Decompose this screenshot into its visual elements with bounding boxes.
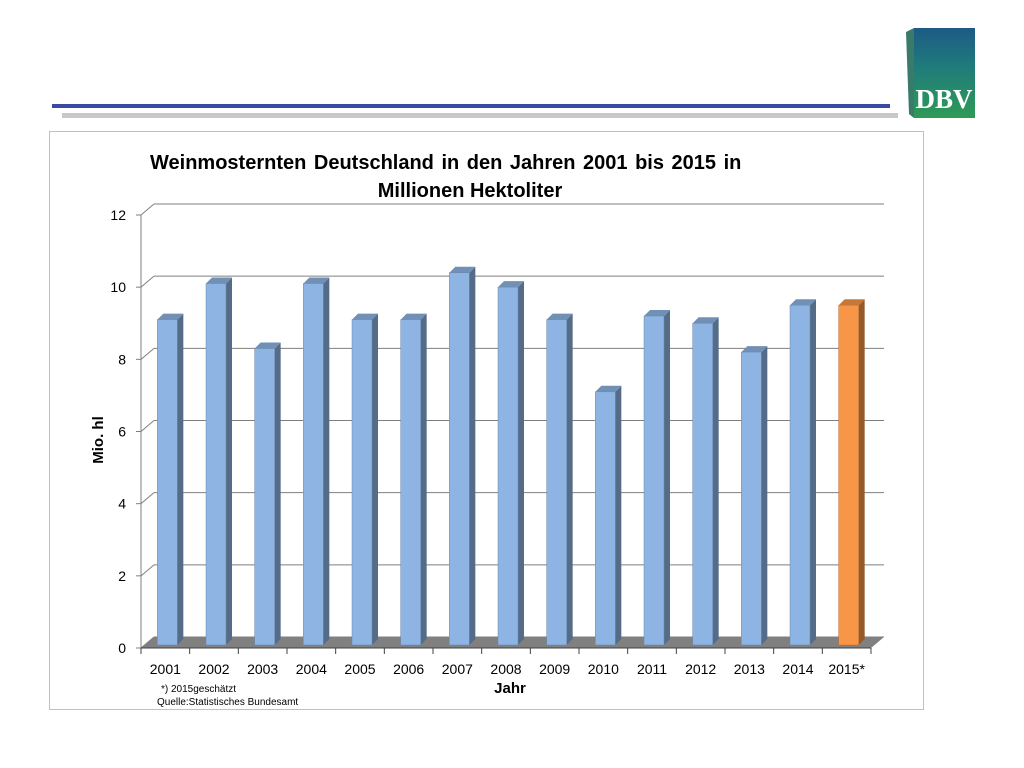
grid-diag-12	[140, 203, 155, 216]
y-tick-label: 0	[118, 640, 126, 656]
svg-text:DBV: DBV	[915, 84, 973, 114]
x-tick-label: 2001	[150, 661, 181, 677]
chart-title-line1: Weinmosternten Deutschland in den Jahren…	[150, 152, 742, 174]
source-note: Quelle:Statistisches Bundesamt	[157, 697, 299, 708]
x-tick-label: 2015*	[828, 661, 865, 677]
bar-2012	[692, 323, 713, 646]
bar-top-2014	[790, 299, 816, 306]
x-tick-label: 2005	[344, 661, 375, 677]
bar-side-2006	[420, 313, 427, 645]
bar-2002	[205, 283, 227, 646]
bar-top-2001	[157, 313, 184, 320]
bar-side-2001	[177, 313, 184, 645]
x-tick-label: 2002	[198, 661, 229, 677]
grid-diag-4	[140, 492, 155, 505]
bar-2008	[497, 286, 519, 646]
dbv-logo: DBV	[906, 28, 975, 118]
bar-top-2015*	[838, 299, 865, 306]
x-tick-label: 2011	[637, 661, 667, 677]
grid-diag-6	[140, 420, 155, 432]
x-tick-label: 2008	[490, 661, 521, 677]
x-axis-title: Jahr	[494, 680, 526, 697]
bar-top-2006	[400, 313, 427, 320]
x-tick-label: 2014	[782, 661, 813, 677]
bar-2013	[741, 351, 762, 646]
footnote-estimate: *) 2015geschätzt	[161, 684, 237, 695]
y-tick-label: 10	[110, 279, 126, 295]
header-rule-blue	[52, 104, 890, 108]
bar-top-2009	[546, 313, 573, 320]
bar-side-2007	[469, 266, 476, 645]
bar-2009	[546, 319, 567, 646]
y-tick-label: 8	[118, 351, 126, 367]
bar-side-2012	[712, 317, 719, 645]
x-tick-label: 2004	[296, 661, 327, 677]
bar-top-2003	[254, 342, 281, 349]
bar-top-2007	[449, 266, 476, 273]
bar-top-2008	[498, 281, 524, 288]
bar-side-2008	[518, 281, 524, 645]
bar-2004	[303, 283, 324, 646]
x-tick-label: 2009	[539, 661, 570, 677]
bar-top-2011	[644, 310, 670, 317]
y-axis-title: Mio. hl	[90, 416, 107, 464]
bar-top-2002	[206, 277, 232, 284]
bar-top-2004	[303, 277, 330, 284]
bar-2010	[595, 391, 616, 646]
bar-side-2005	[372, 313, 378, 645]
bar-side-2010	[615, 385, 622, 645]
header-rule-gray	[62, 113, 898, 118]
bar-2003	[254, 348, 275, 646]
y-tick-label: 2	[118, 568, 126, 584]
bar-2001	[157, 319, 178, 646]
bar-2006	[400, 319, 421, 646]
bar-top-2012	[692, 317, 719, 324]
x-tick-label: 2012	[685, 661, 716, 677]
bar-2005	[351, 319, 373, 646]
chart-title-line2: Millionen Hektoliter	[377, 180, 563, 202]
bar-side-2003	[274, 342, 281, 645]
bar-top-2005	[352, 313, 378, 320]
bar-side-2011	[664, 310, 670, 645]
bar-side-2002	[226, 277, 232, 645]
x-tick-label: 2006	[393, 661, 424, 677]
bar-2015*	[838, 304, 859, 646]
y-tick-label: 4	[118, 496, 126, 512]
bar-top-2010	[595, 385, 622, 392]
bar-2007	[449, 272, 470, 646]
x-tick-label: 2013	[734, 661, 765, 677]
y-tick-label: 12	[110, 207, 126, 223]
bar-side-2004	[323, 277, 330, 645]
grid-diag-2	[140, 564, 155, 577]
x-tick-label: 2010	[588, 661, 619, 677]
x-tick-label: 2007	[442, 661, 473, 677]
grid-diag-10	[140, 275, 155, 288]
bar-side-2014	[810, 299, 816, 645]
bar-top-2013	[741, 346, 768, 353]
bar-2014	[789, 304, 811, 646]
bar-side-2013	[761, 346, 768, 645]
bar-2011	[643, 315, 665, 646]
x-tick-label: 2003	[247, 661, 278, 677]
y-tick-label: 6	[118, 424, 126, 440]
bar-side-2009	[566, 313, 573, 645]
bar-side-2015*	[858, 299, 865, 645]
grid-diag-8	[140, 347, 155, 360]
